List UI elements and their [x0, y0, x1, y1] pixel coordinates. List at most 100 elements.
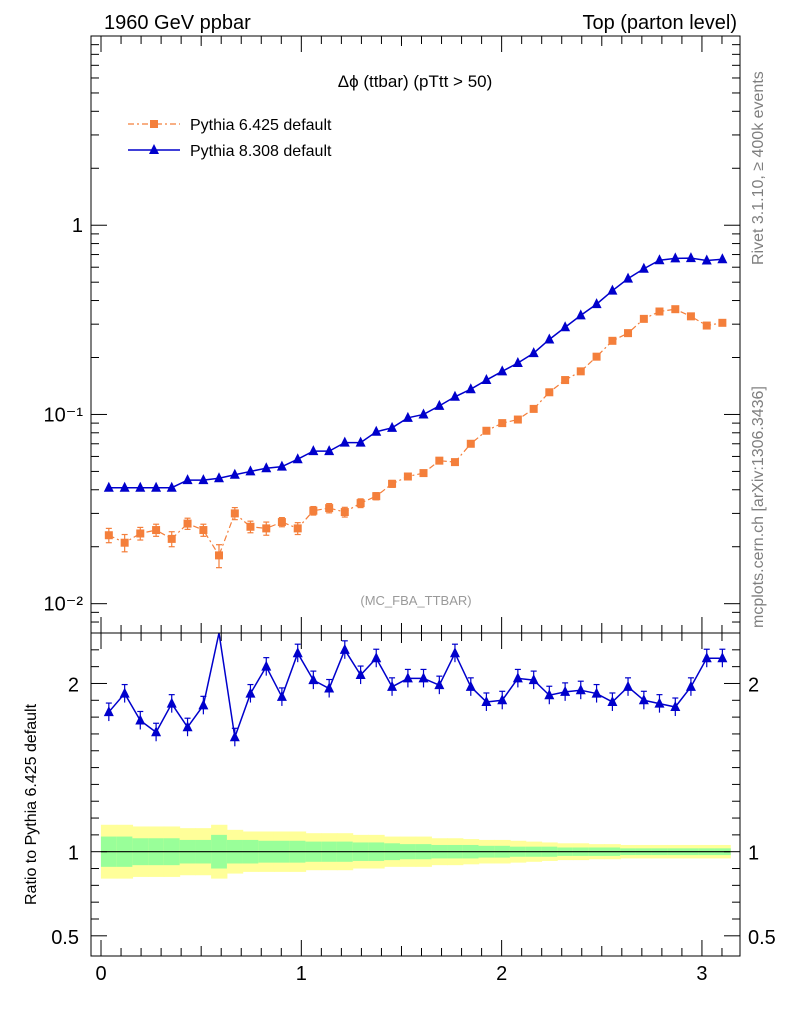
- point-pythia8: [623, 272, 634, 283]
- point-pythia6: [309, 506, 318, 515]
- point-pythia6: [277, 518, 286, 527]
- x-tick-label: 0: [95, 963, 106, 985]
- point-pythia8: [182, 474, 193, 485]
- point-pythia6: [545, 388, 554, 397]
- ratio-point-pythia8: [324, 682, 335, 693]
- point-pythia6: [624, 329, 633, 338]
- point-pythia6: [152, 526, 161, 535]
- point-pythia6: [513, 415, 522, 424]
- point-pythia8: [339, 436, 350, 447]
- point-pythia8: [434, 399, 445, 410]
- point-pythia6: [498, 419, 507, 428]
- ratio-point-pythia8: [481, 695, 492, 706]
- point-pythia6: [608, 336, 617, 345]
- ratio-point-pythia8: [261, 660, 272, 671]
- ratio-point-pythia8: [276, 690, 287, 701]
- ratio-point-pythia8: [591, 687, 602, 698]
- ratio-point-pythia8: [119, 687, 130, 698]
- point-pythia6: [325, 504, 334, 513]
- main-frame: [90, 35, 741, 634]
- point-pythia8: [261, 462, 272, 473]
- header-right: Top (parton level): [582, 12, 737, 34]
- ratio-point-pythia8: [465, 680, 476, 691]
- ratio-point-pythia8: [402, 672, 413, 683]
- main-y-tick-label: 10⁻²: [44, 594, 84, 616]
- series-line-pythia6: [108, 308, 723, 557]
- ratio-point-pythia8: [654, 697, 665, 708]
- point-pythia6: [262, 524, 271, 533]
- legend-marker-pythia8: [149, 144, 159, 154]
- point-pythia8: [402, 411, 413, 422]
- header-left: 1960 GeV ppbar: [104, 12, 251, 34]
- ratio-panel: 0.5 0.5 1 1 2 2 0 1 2 3 Ratio to Pythia 6.425 def…: [23, 632, 776, 985]
- ratio-point-pythia8: [607, 695, 618, 706]
- point-pythia6: [388, 479, 397, 488]
- point-pythia6: [576, 367, 585, 376]
- side-label-rivet: Rivet 3.1.10, ≥ 400k events: [750, 71, 767, 265]
- legend: Pythia 6.425 default Pythia 8.308 default: [128, 117, 332, 160]
- point-pythia8: [308, 445, 319, 456]
- ratio-point-pythia8: [717, 652, 728, 663]
- ratio-point-pythia8: [449, 647, 460, 658]
- ratio-point-pythia8: [638, 694, 649, 705]
- main-y-tick-label: 10⁻¹: [44, 404, 84, 426]
- point-pythia8: [371, 425, 382, 436]
- point-pythia8: [591, 298, 602, 309]
- point-pythia6: [529, 404, 538, 413]
- x-tick-label: 2: [496, 963, 507, 985]
- point-pythia8: [560, 321, 571, 332]
- point-pythia6: [246, 522, 255, 531]
- point-pythia6: [561, 376, 570, 385]
- point-pythia6: [372, 492, 381, 501]
- ratio-point-pythia8: [623, 680, 634, 691]
- series-line-pythia8: [108, 257, 723, 489]
- point-pythia8: [135, 481, 146, 492]
- ratio-point-pythia8: [308, 674, 319, 685]
- point-pythia6: [450, 458, 459, 467]
- point-pythia6: [718, 318, 727, 327]
- point-pythia6: [136, 529, 145, 538]
- ratio-point-pythia8: [135, 714, 146, 725]
- point-pythia6: [293, 524, 302, 533]
- legend-label-pythia6: Pythia 6.425 default: [190, 117, 332, 134]
- ratio-point-pythia8: [512, 672, 523, 683]
- point-pythia6: [702, 321, 711, 330]
- ratio-y-tick-label-right: 1: [748, 843, 759, 865]
- point-pythia6: [592, 352, 601, 361]
- point-pythia6: [104, 531, 113, 540]
- ratio-point-pythia8: [103, 706, 114, 717]
- point-pythia6: [639, 314, 648, 323]
- point-pythia8: [528, 347, 539, 358]
- ratio-y-tick-label-right: 0.5: [748, 927, 776, 949]
- point-pythia6: [655, 307, 664, 316]
- ratio-point-pythia8: [339, 643, 350, 654]
- point-pythia8: [685, 252, 696, 263]
- point-pythia8: [245, 465, 256, 476]
- point-pythia8: [638, 262, 649, 273]
- point-pythia8: [387, 421, 398, 432]
- point-pythia6: [403, 472, 412, 481]
- point-pythia8: [198, 474, 209, 485]
- ratio-point-pythia8: [229, 731, 240, 742]
- ratio-point-pythia8: [371, 652, 382, 663]
- point-pythia6: [419, 469, 428, 478]
- point-pythia8: [512, 357, 523, 368]
- ratio-y-tick-label-right: 2: [748, 674, 759, 696]
- ratio-point-pythia8: [685, 680, 696, 691]
- point-pythia8: [276, 460, 287, 471]
- point-pythia6: [340, 508, 349, 517]
- ratio-point-pythia8: [497, 694, 508, 705]
- point-pythia6: [214, 551, 223, 560]
- point-pythia8: [654, 254, 665, 265]
- ratio-point-pythia8: [528, 674, 539, 685]
- point-pythia8: [103, 481, 114, 492]
- point-pythia6: [671, 305, 680, 314]
- ratio-point-pythia8: [198, 699, 209, 710]
- point-pythia8: [670, 252, 681, 263]
- point-pythia8: [449, 390, 460, 401]
- main-y-tick-label: 1: [72, 215, 83, 237]
- point-pythia6: [356, 499, 365, 508]
- point-pythia8: [607, 284, 618, 295]
- ratio-y-tick-label: 0.5: [51, 927, 79, 949]
- ratio-point-pythia8: [292, 647, 303, 658]
